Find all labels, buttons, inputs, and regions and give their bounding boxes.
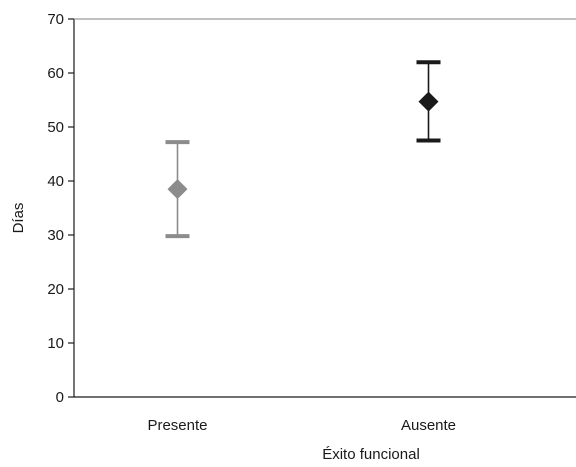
diamond-marker	[418, 91, 439, 112]
x-tick-label: Ausente	[401, 417, 456, 434]
y-tick-label: 30	[47, 227, 64, 244]
y-tick-label: 0	[56, 389, 64, 406]
plot-frame	[73, 18, 576, 398]
diamond-marker	[167, 179, 188, 200]
data-marks	[165, 60, 441, 239]
y-axis-title: Días	[10, 203, 27, 234]
y-tick-label: 10	[47, 335, 64, 352]
error-bar-point	[165, 140, 190, 239]
y-tick-label: 40	[47, 173, 64, 190]
y-tick-label: 70	[47, 11, 64, 28]
x-axis: Presente Ausente	[147, 417, 456, 434]
y-tick-label: 20	[47, 281, 64, 298]
x-tick-label: Presente	[147, 417, 207, 434]
x-axis-title: Éxito funcional	[322, 446, 420, 463]
error-bar-point	[416, 60, 441, 143]
y-tick-label: 50	[47, 119, 64, 136]
y-axis: 0 10 20 30 40 50 60 70	[47, 11, 74, 406]
y-tick-label: 60	[47, 65, 64, 82]
